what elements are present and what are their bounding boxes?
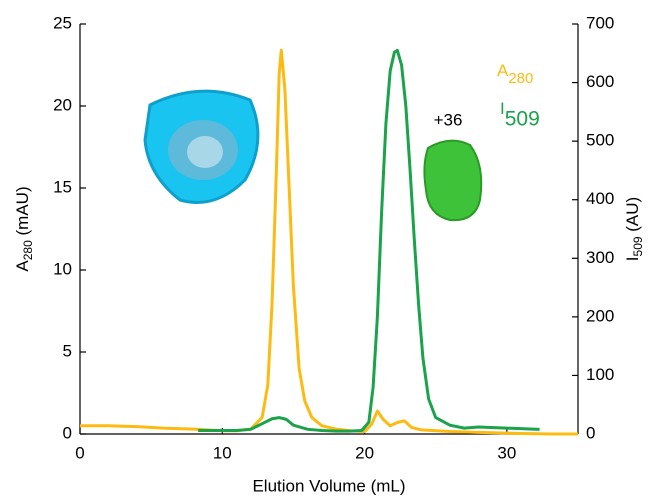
legend-sub: 509 — [505, 107, 540, 130]
y-axis-label-rest: (mAU) — [13, 186, 32, 240]
y-axis-label-base: A — [13, 260, 32, 272]
y2-tick-label: 200 — [586, 306, 614, 325]
y2-tick-label: 600 — [586, 72, 614, 91]
y-tick-label: 0 — [63, 423, 72, 442]
legend-base: A — [497, 61, 509, 80]
y2-tick-label: 400 — [586, 189, 614, 208]
y2-axis-label-base: I — [623, 256, 642, 261]
x-tick-label: 30 — [497, 443, 516, 462]
y2-axis-label-sub: 509 — [631, 236, 645, 256]
y2-axis-label: I509 (AU) — [623, 197, 645, 261]
y2-axis-label-rest: (AU) — [623, 197, 642, 237]
y-tick-label: 5 — [63, 341, 72, 360]
y-tick-label: 15 — [53, 177, 72, 196]
y-axis-label: A280 (mAU) — [13, 186, 35, 271]
capsid-image — [143, 89, 260, 204]
y-tick-label: 20 — [53, 95, 72, 114]
y2-tick-label: 500 — [586, 131, 614, 150]
series-line — [198, 48, 540, 433]
x-axis-label: Elution Volume (mL) — [252, 476, 405, 495]
y2-tick-label: 700 — [586, 13, 614, 32]
protein-image — [423, 139, 483, 222]
x-tick-label: 0 — [75, 443, 84, 462]
x-tick-label: 20 — [355, 443, 374, 462]
y-tick-label: 10 — [53, 259, 72, 278]
y2-tick-label: 0 — [586, 423, 595, 442]
y2-tick-label: 300 — [586, 248, 614, 267]
legend-base: I — [500, 99, 505, 118]
legend-entry: I509 — [500, 99, 540, 130]
x-tick-label: 10 — [213, 443, 232, 462]
y-tick-label: 25 — [53, 13, 72, 32]
legend-sub: 280 — [508, 70, 533, 87]
y-axis-label-sub: 280 — [21, 240, 35, 260]
legend-entry: A280 — [497, 61, 533, 87]
y2-tick-label: 100 — [586, 365, 614, 384]
annotation: +36 — [434, 110, 463, 129]
